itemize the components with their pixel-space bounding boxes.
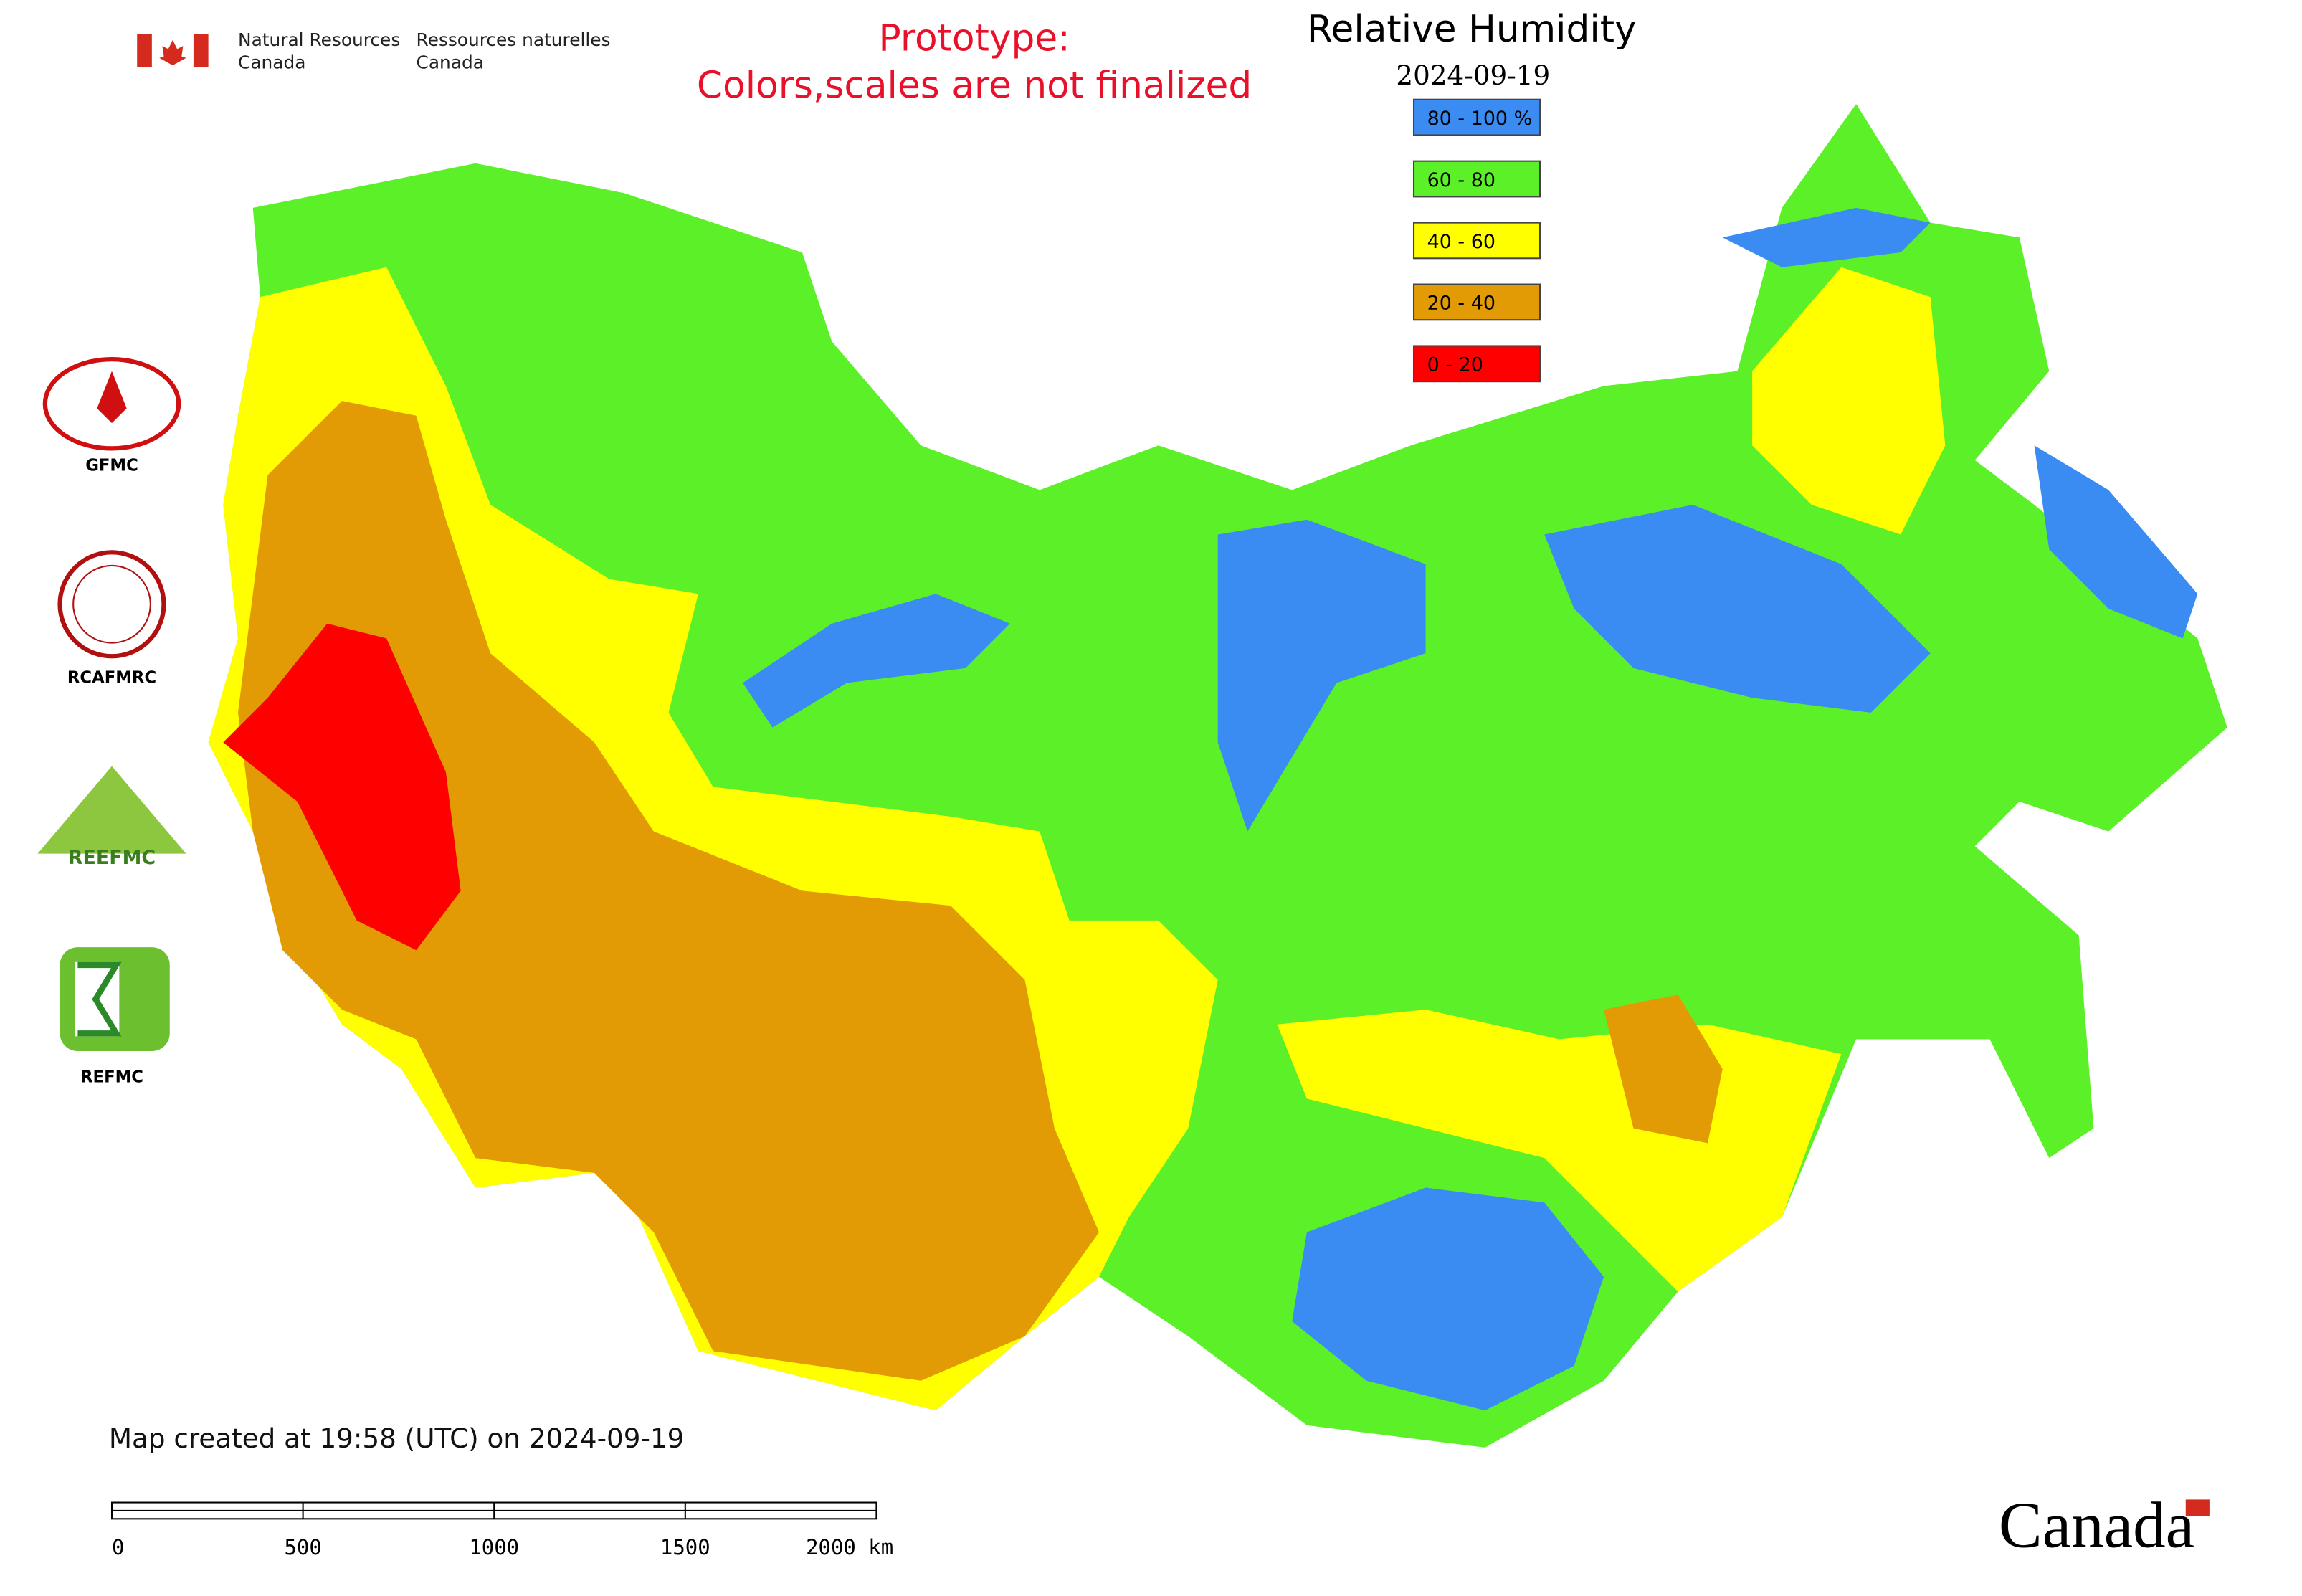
region bbox=[223, 623, 461, 951]
legend-label: 80 - 100 % bbox=[1427, 108, 1533, 130]
region bbox=[1722, 207, 1931, 267]
logo-label: REFMC bbox=[80, 1068, 143, 1087]
region bbox=[743, 594, 1010, 728]
agency-en: Natural Resources bbox=[238, 29, 400, 50]
reefmc-logo: REEFMC bbox=[37, 766, 186, 869]
svg-text:REEFMC: REEFMC bbox=[68, 847, 156, 869]
created-note: Map created at 19:58 (UTC) on 2024-09-19 bbox=[109, 1422, 684, 1454]
scale-label: 0 bbox=[112, 1535, 124, 1559]
map-date: 2024-09-19 bbox=[1396, 60, 1550, 91]
legend-label: 60 - 80 bbox=[1427, 169, 1495, 191]
logo-label: GFMC bbox=[85, 456, 138, 475]
wordmark-flag bbox=[2185, 1499, 2210, 1516]
scale-bar: 0 500 1000 1500 2000 km bbox=[110, 1501, 893, 1559]
legend-label: 20 - 40 bbox=[1427, 293, 1495, 315]
notice: Colors,scales are not finalized bbox=[697, 65, 1252, 108]
legend-swatch bbox=[1412, 345, 1541, 383]
region bbox=[1752, 267, 1946, 535]
legend-swatch bbox=[1412, 222, 1541, 260]
legend-swatch bbox=[1412, 283, 1541, 321]
legend-label: 0 - 20 bbox=[1427, 354, 1483, 376]
scale-label: 1500 bbox=[660, 1535, 710, 1559]
agency-fr: Canada bbox=[417, 52, 484, 72]
scale-label: 500 bbox=[284, 1535, 321, 1559]
logo-label: RCAFMRC bbox=[67, 669, 156, 688]
region bbox=[238, 401, 1100, 1381]
region bbox=[1604, 994, 1723, 1144]
notice: Prototype: bbox=[879, 16, 1070, 60]
legend-label: 40 - 60 bbox=[1427, 231, 1495, 253]
region bbox=[1217, 519, 1426, 832]
legend-swatch bbox=[1412, 160, 1541, 198]
rcafmrc-logo bbox=[57, 550, 166, 659]
humidity-map bbox=[208, 103, 2227, 1448]
scale-label: 2000 km bbox=[806, 1535, 893, 1559]
gfmc-logo bbox=[42, 357, 181, 451]
refmc-logo bbox=[60, 947, 170, 1052]
region bbox=[1292, 1187, 1604, 1411]
region bbox=[1544, 505, 1931, 713]
map-title: Relative Humidity bbox=[1307, 8, 1637, 51]
legend-swatch bbox=[1412, 98, 1541, 136]
canada-flag bbox=[137, 34, 209, 67]
region bbox=[2034, 445, 2198, 639]
agency-fr: Ressources naturelles bbox=[417, 29, 611, 50]
canada-wordmark: Canada bbox=[1999, 1489, 2194, 1562]
legend: 80 - 100 % 60 - 80 40 - 60 20 - 40 0 - 20 bbox=[1412, 98, 1541, 383]
scale-label: 1000 bbox=[469, 1535, 519, 1559]
agency-en: Canada bbox=[238, 52, 305, 72]
